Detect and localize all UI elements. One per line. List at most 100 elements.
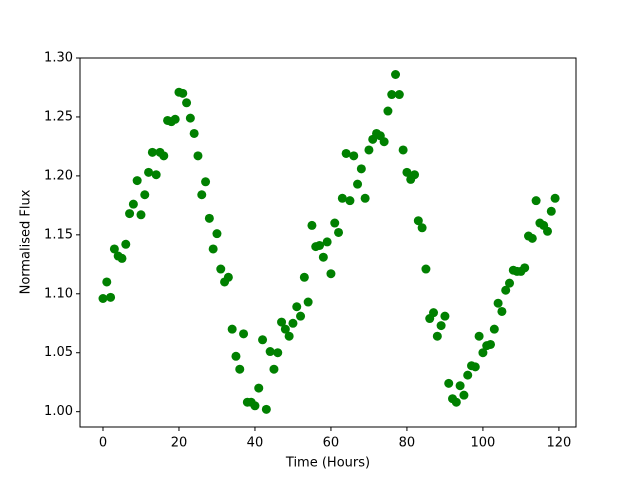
data-point	[284, 331, 294, 341]
data-point	[102, 277, 112, 287]
y-axis-label: Normalised Flux	[19, 189, 34, 294]
data-point	[410, 170, 420, 180]
data-point	[178, 88, 188, 98]
data-point	[402, 167, 412, 177]
data-point	[440, 311, 450, 321]
data-point	[501, 285, 511, 295]
data-point	[98, 293, 108, 303]
data-point	[543, 226, 553, 236]
data-point	[550, 193, 560, 203]
y-tick-label: 1.10	[44, 286, 73, 301]
data-point	[505, 278, 515, 288]
data-point	[444, 378, 454, 388]
data-point	[106, 292, 116, 302]
data-point	[394, 90, 404, 100]
data-point	[379, 137, 389, 147]
data-point	[493, 298, 503, 308]
data-point	[413, 216, 423, 226]
data-point	[478, 348, 488, 358]
data-point	[417, 223, 427, 233]
x-axis-label: Time (Hours)	[285, 456, 370, 471]
data-point	[288, 318, 298, 328]
y-tick-label: 1.05	[44, 345, 73, 360]
data-point	[432, 331, 442, 341]
data-point	[265, 347, 275, 357]
data-point	[455, 381, 465, 391]
data-point	[193, 151, 203, 161]
data-point	[121, 239, 131, 249]
data-point	[185, 113, 195, 123]
data-point	[341, 148, 351, 158]
data-point	[531, 196, 541, 206]
data-point	[345, 196, 355, 206]
data-point	[151, 170, 161, 180]
y-tick-label: 1.00	[44, 404, 73, 419]
x-tick-label: 60	[323, 436, 340, 451]
data-point	[497, 306, 507, 316]
data-point	[277, 317, 287, 327]
data-point	[201, 177, 211, 187]
data-point	[144, 167, 154, 177]
data-point	[239, 329, 249, 339]
data-point	[132, 176, 142, 186]
x-tick-label: 80	[399, 436, 416, 451]
data-point	[299, 272, 309, 282]
data-point	[280, 324, 290, 334]
data-point	[140, 190, 150, 200]
data-point	[364, 145, 374, 155]
data-point	[463, 370, 473, 380]
data-point	[197, 190, 207, 200]
data-point	[117, 253, 127, 263]
data-point	[292, 302, 302, 312]
data-point	[182, 98, 192, 108]
data-point	[470, 362, 480, 372]
data-point	[212, 229, 222, 239]
data-point	[296, 311, 306, 321]
data-point	[109, 244, 119, 254]
data-point	[254, 383, 264, 393]
y-tick-label: 1.30	[44, 51, 73, 66]
data-point	[421, 264, 431, 274]
data-point	[227, 324, 237, 334]
data-point	[353, 179, 363, 189]
x-tick-label: 20	[171, 436, 188, 451]
x-tick-label: 0	[99, 436, 107, 451]
data-point	[231, 351, 241, 361]
data-point	[170, 114, 180, 124]
data-point	[383, 106, 393, 116]
data-point	[546, 206, 556, 216]
data-point	[235, 364, 245, 374]
data-point	[349, 151, 359, 161]
data-point	[261, 404, 271, 414]
plot-frame	[79, 57, 577, 428]
data-point	[451, 397, 461, 407]
data-point	[318, 252, 328, 262]
data-point	[258, 335, 268, 345]
data-point	[136, 210, 146, 220]
x-tick-label: 40	[247, 436, 264, 451]
data-point	[216, 264, 226, 274]
data-point	[315, 240, 325, 250]
data-point	[391, 70, 401, 80]
data-point	[208, 244, 218, 254]
data-point	[489, 324, 499, 334]
data-point	[307, 220, 317, 230]
data-point	[159, 151, 169, 161]
data-point	[330, 218, 340, 228]
data-point	[269, 364, 279, 374]
x-tick-label: 120	[546, 436, 571, 451]
data-point	[125, 209, 135, 219]
data-point	[429, 308, 439, 318]
data-point	[436, 321, 446, 331]
data-point	[486, 339, 496, 349]
x-tick-label: 100	[471, 436, 496, 451]
data-point	[356, 164, 366, 174]
data-point	[326, 269, 336, 279]
data-point	[474, 331, 484, 341]
data-point	[303, 297, 313, 307]
data-point	[273, 348, 283, 358]
data-point	[398, 145, 408, 155]
data-point	[459, 390, 469, 400]
data-point	[250, 401, 260, 411]
data-point	[520, 263, 530, 273]
